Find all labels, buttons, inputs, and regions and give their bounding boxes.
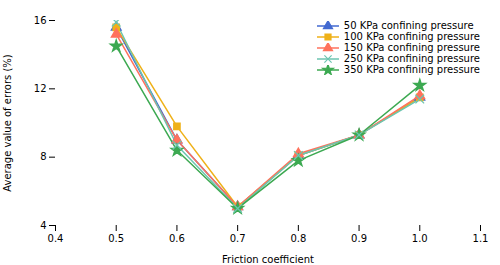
- html-text:100 KPa confining pressure: 100 KPa confining pressure: [343, 31, 480, 42]
- svg-text:1.0: 1.0: [412, 233, 428, 244]
- svg-text:8: 8: [40, 151, 46, 162]
- svg-text:1.1: 1.1: [473, 233, 489, 244]
- svg-text:0.6: 0.6: [169, 233, 185, 244]
- svg-text:Average value of errors (%): Average value of errors (%): [2, 54, 13, 192]
- svg-text:Friction coefficient: Friction coefficient: [222, 254, 314, 265]
- html-text:250 KPa confining pressure: 250 KPa confining pressure: [343, 53, 480, 64]
- svg-text:0.8: 0.8: [290, 233, 306, 244]
- html-text:50 KPa confining pressure: 50 KPa confining pressure: [343, 20, 474, 31]
- svg-text:16: 16: [34, 15, 47, 26]
- html-text:350 KPa confining pressure: 350 KPa confining pressure: [343, 64, 480, 75]
- svg-text:0.9: 0.9: [351, 233, 367, 244]
- svg-text:12: 12: [34, 83, 47, 94]
- svg-text:0.4: 0.4: [48, 233, 64, 244]
- svg-text:4: 4: [40, 220, 46, 231]
- svg-text:0.7: 0.7: [230, 233, 246, 244]
- html-text:150 KPa confining pressure: 150 KPa confining pressure: [343, 42, 480, 53]
- svg-text:0.5: 0.5: [108, 233, 124, 244]
